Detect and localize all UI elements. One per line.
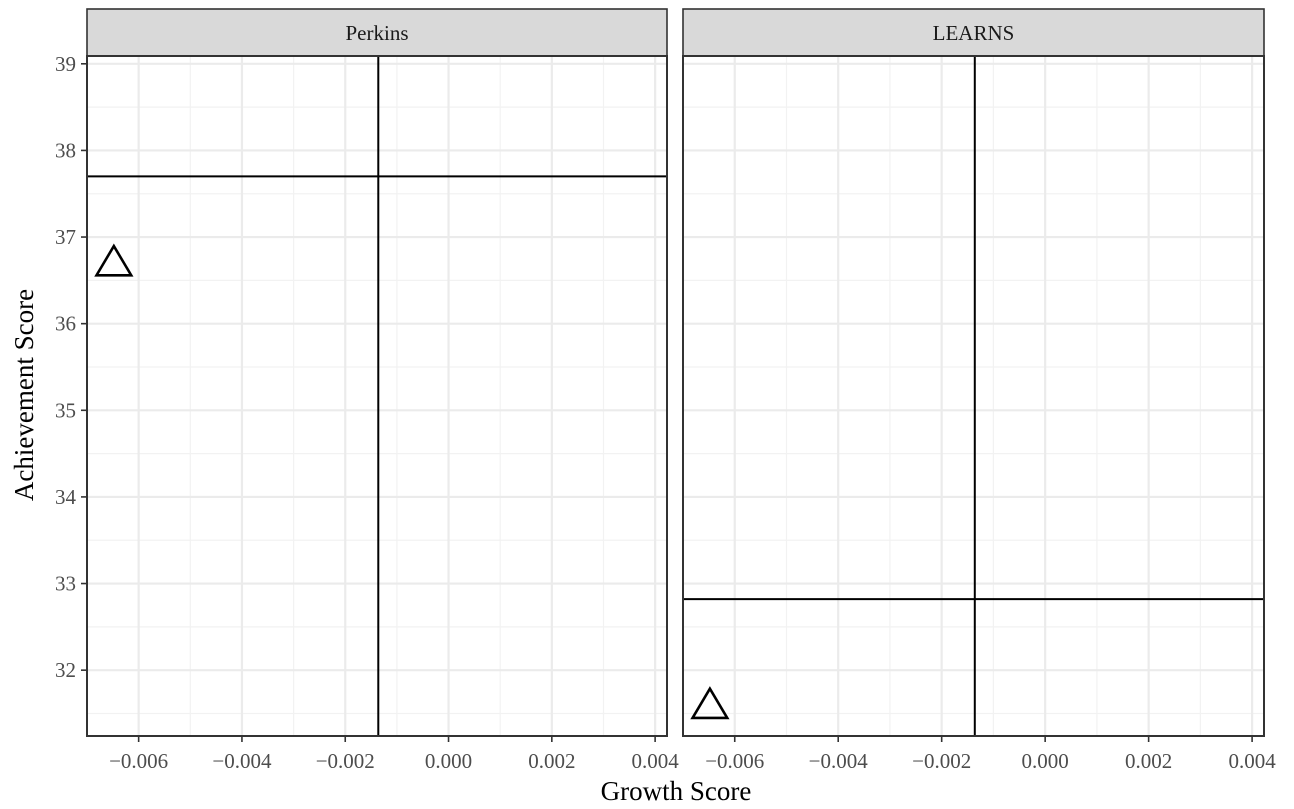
x-tick-label: −0.002 (912, 749, 971, 773)
panels-layer: Perkins −0.006 −0.004 −0.002 0.000 0.002 0.004… (55, 8, 1276, 773)
plot-background (683, 56, 1264, 736)
x-tick-label: 0.004 (631, 749, 679, 773)
panel-border (682, 55, 1265, 737)
x-tick-label: −0.002 (316, 749, 375, 773)
y-tick-label: 38 (55, 138, 76, 162)
panel-learns: LEARNS −0.006 −0.004 −0.002 0.000 0.002 0.004 (682, 8, 1276, 773)
data-point (94, 243, 134, 277)
facet-strip (682, 8, 1265, 57)
y-tick-label: 34 (55, 485, 77, 509)
x-tick-label: −0.004 (212, 749, 272, 773)
y-tick-label: 33 (55, 572, 76, 596)
x-tick-label: 0.002 (1125, 749, 1172, 773)
facet-strip (86, 8, 668, 57)
y-tick-label: 39 (55, 52, 76, 76)
facet-strip-label: LEARNS (933, 21, 1015, 45)
panel-border (86, 55, 668, 737)
data-point (690, 686, 730, 720)
y-tick-label: 37 (55, 225, 76, 249)
x-axis-title: Growth Score (601, 776, 752, 806)
y-tick-label: 35 (55, 398, 76, 422)
y-tick-label: 36 (55, 312, 76, 336)
x-tick-label: −0.004 (809, 749, 869, 773)
y-axis-title: Achievement Score (9, 289, 39, 501)
x-tick-label: 0.000 (1022, 749, 1069, 773)
x-tick-label: 0.000 (425, 749, 472, 773)
x-tick-label: −0.006 (705, 749, 764, 773)
x-tick-label: −0.006 (109, 749, 168, 773)
plot-background (87, 56, 667, 736)
y-tick-label: 32 (55, 658, 76, 682)
x-tick-label: 0.004 (1228, 749, 1276, 773)
x-tick-label: 0.002 (528, 749, 575, 773)
facet-strip-label: Perkins (346, 21, 409, 45)
panel-perkins: Perkins −0.006 −0.004 −0.002 0.000 0.002 0.004… (55, 8, 679, 773)
